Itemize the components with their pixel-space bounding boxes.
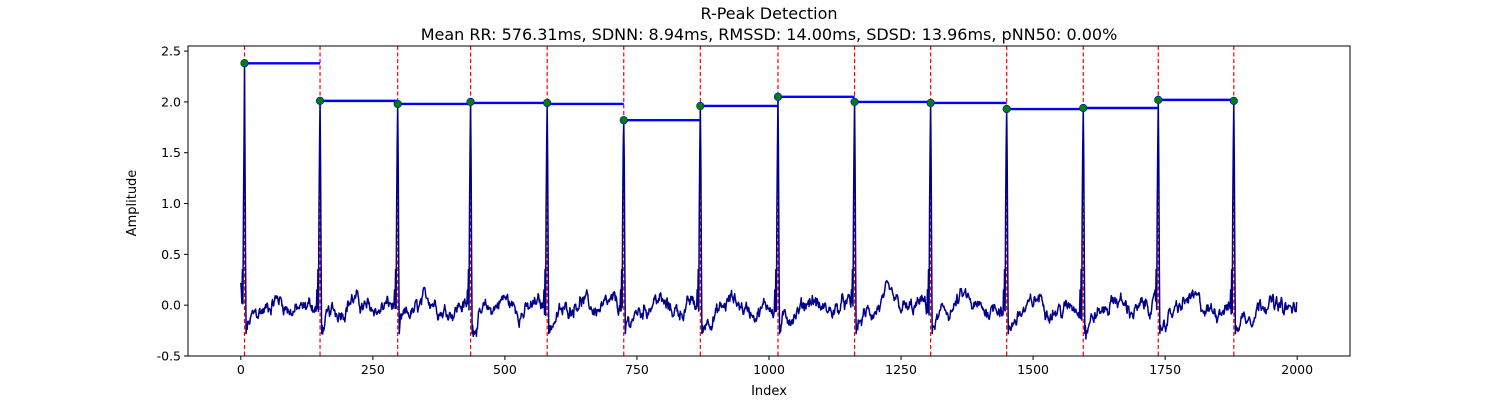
y-axis-label: Amplitude: [125, 170, 140, 237]
x-tick-label-6: 1500: [1017, 362, 1049, 377]
x-tick-label-4: 1000: [753, 362, 785, 377]
y-tick-label-2: 0.5: [161, 247, 181, 262]
x-axis-label: Index: [751, 384, 787, 399]
r-peak-marker-11: [1079, 103, 1088, 113]
y-tick-label-5: 2.0: [161, 94, 181, 109]
r-peak-marker-13: [1229, 96, 1238, 105]
r-peak-marker-10: [1002, 104, 1011, 114]
x-tick-label-8: 2000: [1281, 362, 1313, 377]
x-tick-label-0: 0: [237, 362, 245, 377]
r-peak-marker-1: [315, 96, 325, 105]
x-tick-label-2: 500: [493, 362, 517, 377]
r-peak-marker-4: [543, 98, 552, 108]
x-tick-label-5: 1250: [885, 362, 917, 377]
r-peak-marker-2: [393, 99, 402, 109]
y-tick-label-3: 1.0: [161, 196, 181, 211]
r-peak-marker-9: [926, 98, 935, 108]
r-peak-marker-7: [773, 92, 783, 101]
y-tick-label-4: 1.5: [161, 145, 181, 160]
r-peak-marker-8: [850, 97, 859, 107]
y-tick-label-1: 0.0: [161, 298, 181, 313]
plot-area: 0 250 500 750 1000 1250 1500 1750 2000 -0.5 0.0 0.5…: [157, 44, 1351, 377]
r-peak-marker-3: [466, 97, 475, 107]
chart-subtitle: Mean RR: 576.31ms, SDNN: 8.94ms, RMSSD: …: [421, 25, 1118, 44]
y-tick-label-0: -0.5: [157, 349, 181, 364]
r-peak-marker-6: [696, 101, 705, 111]
ecg-signal-line: [240, 62, 1298, 340]
r-peak-marker-12: [1154, 95, 1163, 104]
r-peak-marker-5: [619, 116, 628, 125]
x-tick-label-7: 1750: [1149, 362, 1181, 377]
r-peak-marker-0: [240, 59, 249, 68]
x-tick-label-1: 250: [361, 362, 385, 377]
x-tick-label-3: 750: [625, 362, 649, 377]
chart-title: R-Peak Detection: [700, 4, 837, 23]
y-tick-label-6: 2.5: [161, 44, 181, 59]
